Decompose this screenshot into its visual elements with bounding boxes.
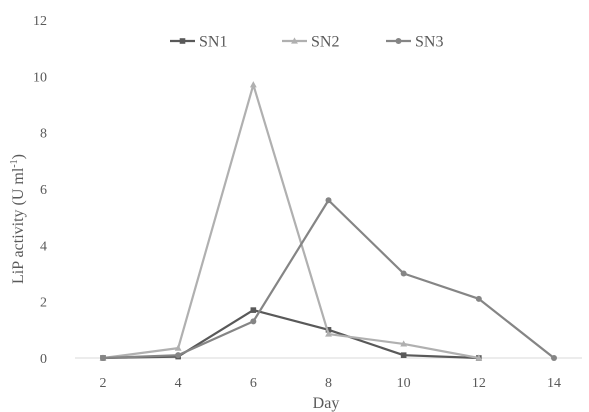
data-point-sn3 — [400, 270, 407, 277]
data-point-sn2 — [174, 344, 182, 351]
legend: SN1 SN2 SN3 — [170, 34, 443, 51]
x-axis-title: Day — [313, 395, 340, 412]
series-sn1 — [100, 307, 482, 361]
data-point-sn2 — [400, 340, 408, 347]
y-axis-title: LiP activity (U ml-1) — [9, 154, 27, 284]
data-point-sn3 — [325, 197, 332, 204]
series-line-sn1 — [102, 309, 479, 360]
y-tick-label: 0 — [40, 352, 47, 367]
data-point-sn1 — [250, 307, 257, 313]
y-axis-title-close: ) — [10, 154, 27, 159]
x-tick-label: 14 — [547, 376, 561, 391]
data-point-sn2 — [249, 81, 257, 88]
data-point-sn3 — [250, 318, 257, 325]
y-tick-label: 12 — [33, 14, 47, 29]
legend-marker — [179, 38, 186, 44]
y-tick-label: 10 — [33, 70, 47, 85]
legend-label: SN1 — [199, 34, 227, 51]
data-point-sn3 — [551, 355, 557, 361]
data-point-sn2 — [475, 354, 483, 361]
x-axis-ticks: 2 4 6 8 10 12 14 — [100, 376, 562, 391]
legend-marker — [395, 38, 402, 44]
series-layer — [99, 81, 557, 361]
series-line-sn2 — [102, 83, 480, 360]
series-sn2 — [99, 81, 483, 361]
data-point-sn3 — [475, 295, 482, 302]
data-point-sn3 — [100, 355, 106, 361]
x-tick-label: 2 — [100, 376, 107, 391]
y-axis-ticks: 0 2 4 6 8 10 12 — [33, 14, 47, 367]
data-point-sn1 — [400, 352, 407, 358]
legend-item-sn1: SN1 — [170, 34, 227, 51]
data-point-sn1 — [325, 327, 332, 333]
x-tick-label: 10 — [397, 376, 411, 391]
legend-item-sn2: SN2 — [282, 34, 339, 51]
legend-marker — [291, 37, 298, 44]
y-tick-label: 4 — [40, 239, 47, 254]
x-tick-label: 4 — [175, 376, 182, 391]
x-tick-label: 6 — [250, 376, 257, 391]
x-tick-label: 8 — [325, 376, 332, 391]
data-point-sn2 — [325, 330, 332, 337]
y-axis-title-main: LiP activity (U ml — [10, 167, 27, 284]
x-tick-label: 12 — [472, 376, 486, 391]
y-tick-label: 8 — [40, 127, 47, 142]
series-sn3 — [100, 197, 557, 361]
legend-label: SN2 — [311, 34, 339, 51]
y-tick-label: 2 — [40, 296, 47, 311]
data-point-sn3 — [175, 352, 182, 359]
legend-item-sn3: SN3 — [386, 34, 443, 51]
y-tick-label: 6 — [40, 183, 47, 198]
y-axis-title-superscript: -1 — [9, 159, 20, 167]
legend-label: SN3 — [415, 34, 443, 51]
